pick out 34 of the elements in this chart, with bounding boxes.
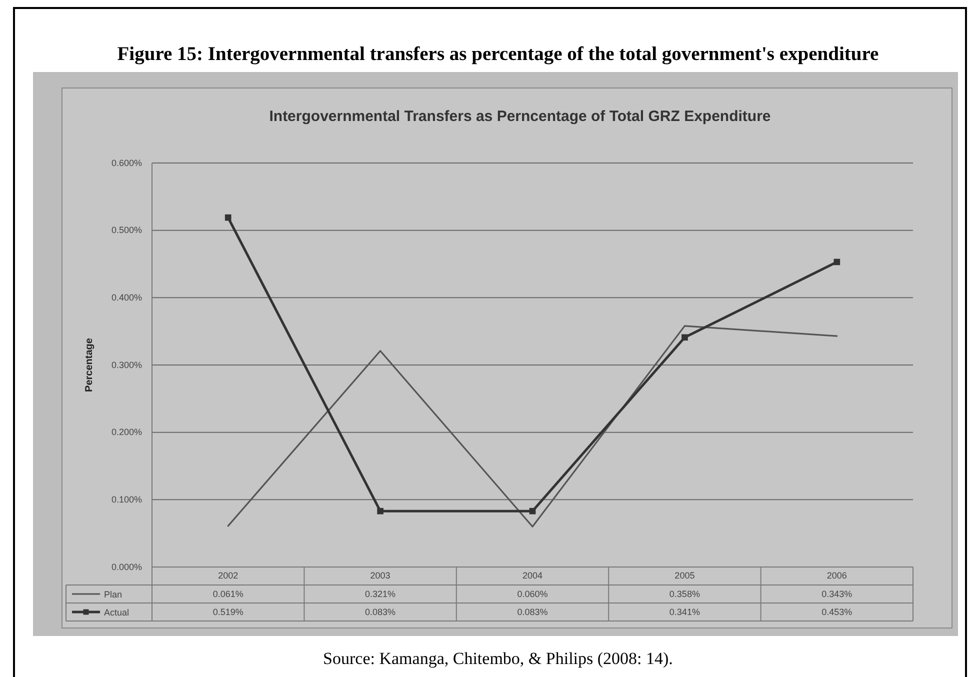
data-label: 0.321% — [365, 589, 396, 599]
source-note: Source: Kamanga, Chitembo, & Philips (2008: 14). — [323, 649, 673, 668]
data-label: 0.453% — [822, 607, 852, 617]
x-tick-label: 2004 — [522, 570, 543, 580]
data-label: 0.083% — [517, 607, 548, 617]
data-label: 0.060% — [517, 589, 548, 599]
chart-title: Figure 15: Intergovernmental transfers as percentage of the total government's expenditure — [117, 44, 880, 65]
data-label: 0.341% — [669, 607, 700, 617]
chart-subtitle: Intergovernmental Transfers as Perncentage of Total GRZ Expenditure — [269, 108, 771, 125]
legend-label: Actual — [104, 608, 130, 618]
y-tick-label: 0.600% — [111, 158, 142, 168]
y-tick-label: 0.200% — [111, 427, 142, 438]
point — [529, 508, 536, 514]
point — [224, 214, 232, 221]
legend-label: Plan — [104, 590, 122, 600]
y-axis-title: Percentage — [84, 338, 95, 392]
y-tick-label: 0.000% — [111, 562, 142, 572]
x-tick-label: 2005 — [674, 570, 695, 580]
x-tick-label: 2006 — [826, 570, 847, 580]
line-series — [227, 325, 838, 528]
data-label: 0.083% — [365, 607, 396, 617]
data-label: 0.343% — [822, 589, 852, 599]
y-tick-label: 0.500% — [111, 225, 142, 236]
point — [834, 258, 840, 266]
point — [682, 334, 688, 341]
y-tick-label: 0.400% — [111, 292, 142, 303]
x-tick-label: 2003 — [370, 570, 390, 580]
y-tick-label: 0.100% — [111, 494, 142, 505]
point — [377, 508, 384, 514]
data-label: 0.061% — [212, 589, 244, 599]
x-tick-label: 2002 — [218, 570, 238, 580]
data-label: 0.358% — [669, 589, 700, 599]
y-tick-label: 0.300% — [111, 360, 142, 370]
data-label: 0.519% — [212, 607, 244, 617]
